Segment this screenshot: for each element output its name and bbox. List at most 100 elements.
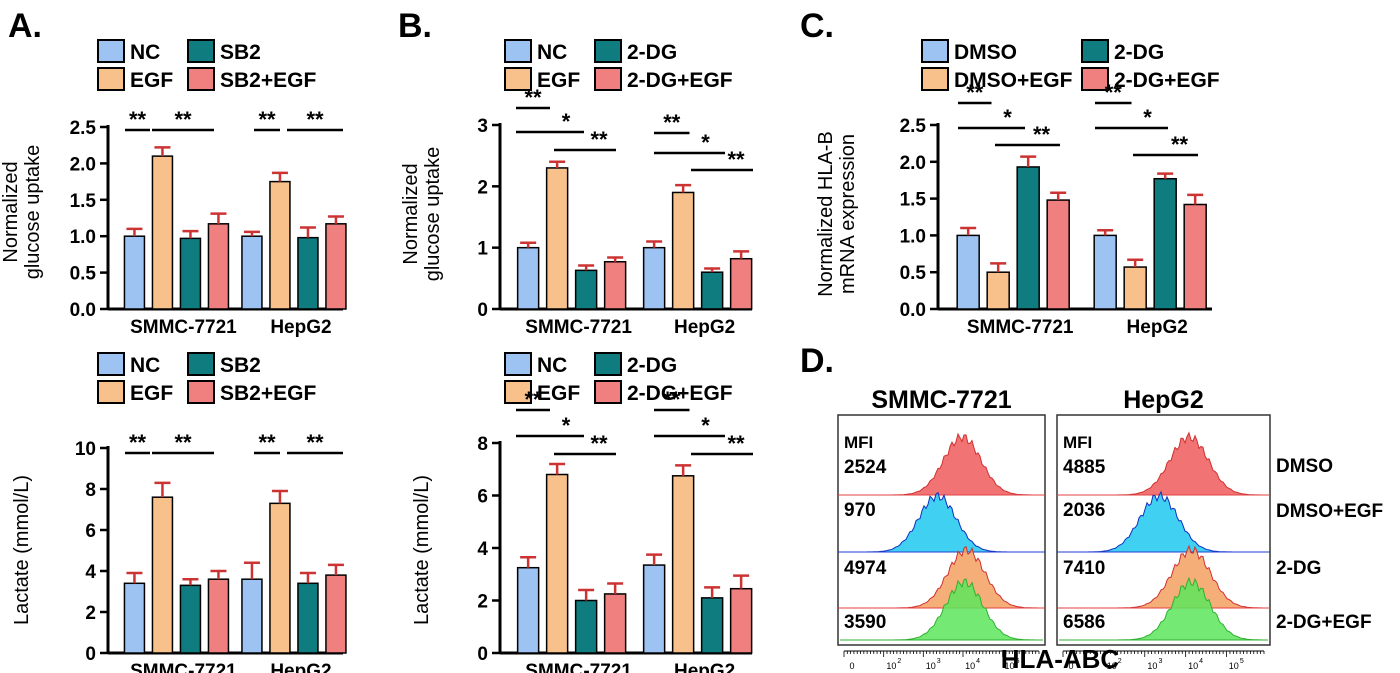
y-tick-label: 1.0: [70, 227, 96, 248]
row-label: DMSO: [1276, 456, 1333, 477]
legend-label: EGF: [537, 69, 580, 92]
y-tick-label: 1: [477, 239, 488, 260]
y-tick-label: 2.5: [70, 118, 97, 139]
legend-label: DMSO+EGF: [954, 69, 1073, 92]
legend-label: DMSO: [954, 41, 1017, 64]
legend-label: NC: [537, 354, 567, 377]
bar: [297, 582, 319, 654]
mfi-value: 2036: [1063, 500, 1105, 521]
y-tick-label: 1.5: [70, 191, 97, 212]
legend-swatch: [187, 380, 215, 404]
legend-label: NC: [537, 41, 567, 64]
legend-label: EGF: [130, 382, 173, 405]
legend-swatch: [594, 352, 622, 376]
y-tick-label: 6: [85, 521, 96, 542]
legend-swatch: [187, 67, 215, 91]
bar: [325, 574, 347, 654]
legend-swatch: [504, 39, 532, 63]
bar: [729, 587, 753, 654]
legend-label: SB2+EGF: [220, 382, 316, 405]
x-tick-label: 0: [1068, 661, 1073, 671]
significance-star: **: [1105, 80, 1123, 105]
panel-label-b: B.: [398, 7, 432, 45]
x-tick-label: SMMC-7721: [130, 661, 237, 673]
significance-star: **: [306, 430, 324, 455]
significance-star: **: [174, 107, 192, 132]
y-axis-label: Lactate (mmol/L): [411, 475, 433, 625]
mfi-value: 4885: [1063, 457, 1106, 478]
legend-swatch: [504, 67, 532, 91]
legend-swatch: [594, 380, 622, 404]
y-axis-label-line: Normalized HLA-B: [815, 131, 837, 297]
bar: [207, 578, 230, 654]
y-tick-label: 10: [75, 439, 96, 460]
legend-swatch: [97, 380, 125, 404]
y-axis-label: Normalized HLA-B mRNA expression: [815, 131, 859, 297]
y-tick-label: 1.5: [900, 190, 927, 211]
significance-star: **: [1171, 132, 1189, 157]
legend-swatch: [1081, 67, 1109, 91]
x-tick-exponent: 2: [1118, 658, 1122, 665]
mfi-header: MFI: [1063, 433, 1092, 452]
significance-star: **: [129, 107, 147, 132]
bar: [700, 597, 724, 654]
bar: [574, 599, 598, 654]
x-axis-label: HLA-ABC: [1001, 644, 1120, 673]
panel-label-c: C.: [800, 7, 834, 45]
x-tick-label: SMMC-7721: [130, 317, 237, 338]
y-axis-label: Normalized glucose uptake: [0, 145, 44, 280]
column-title: SMMC-7721: [871, 386, 1011, 414]
legend-label: EGF: [537, 382, 580, 405]
y-axis-label-line: mRNA expression: [837, 134, 859, 294]
bar: [642, 564, 666, 654]
x-tick-label: 10: [1147, 661, 1157, 671]
bar: [545, 167, 569, 310]
bar: [179, 584, 202, 654]
bar: [297, 236, 319, 310]
mfi-value: 6586: [1063, 612, 1105, 633]
mfi-value: 970: [844, 500, 876, 521]
bar: [671, 475, 695, 654]
bar: [123, 582, 146, 654]
histogram-2-dg-plus-egf: [840, 578, 1043, 641]
mfi-value: 4974: [844, 558, 887, 579]
legend-label: NC: [130, 354, 160, 377]
significance-star: **: [258, 430, 276, 455]
bar: [325, 223, 347, 310]
bar: [179, 237, 202, 310]
significance-star: *: [1143, 105, 1152, 130]
histogram-2-dg-plus-egf: [1059, 576, 1268, 641]
legend-label: NC: [130, 41, 160, 64]
y-tick-label: 0.0: [70, 300, 96, 321]
legend-swatch: [97, 67, 125, 91]
bar: [671, 191, 695, 310]
x-tick-exponent: 4: [976, 658, 980, 665]
chart-a-0: NC SB2 EGF SB2+EGF 0.0 0.5 1.0 1.5 2.0 2.5 Normali…: [0, 39, 347, 338]
bar: [516, 246, 540, 310]
bar: [603, 593, 627, 654]
y-axis-label: Normalized glucose uptake: [400, 147, 444, 282]
plot-frame: [837, 414, 1046, 646]
legend-label: 2-DG: [627, 354, 677, 377]
legend-label: SB2: [220, 354, 261, 377]
significance-star: **: [966, 80, 984, 105]
column-title: HepG2: [1123, 386, 1204, 414]
y-axis-label-line: Lactate (mmol/L): [411, 475, 433, 625]
bar: [986, 271, 1010, 310]
x-tick-label: 10: [965, 661, 975, 671]
bar: [241, 235, 263, 310]
y-axis-label-line: Normalized: [0, 161, 22, 262]
significance-star: **: [663, 387, 681, 412]
bar: [269, 502, 291, 654]
significance-star: **: [727, 147, 745, 172]
significance-star: **: [524, 85, 542, 110]
y-tick-label: 0: [85, 644, 96, 665]
plot-frame: [1056, 414, 1271, 646]
bar: [516, 566, 540, 654]
significance-star: *: [562, 109, 571, 134]
panel-label-a: A.: [8, 7, 42, 45]
y-tick-label: 2.0: [900, 153, 926, 174]
significance-star: **: [590, 127, 608, 152]
